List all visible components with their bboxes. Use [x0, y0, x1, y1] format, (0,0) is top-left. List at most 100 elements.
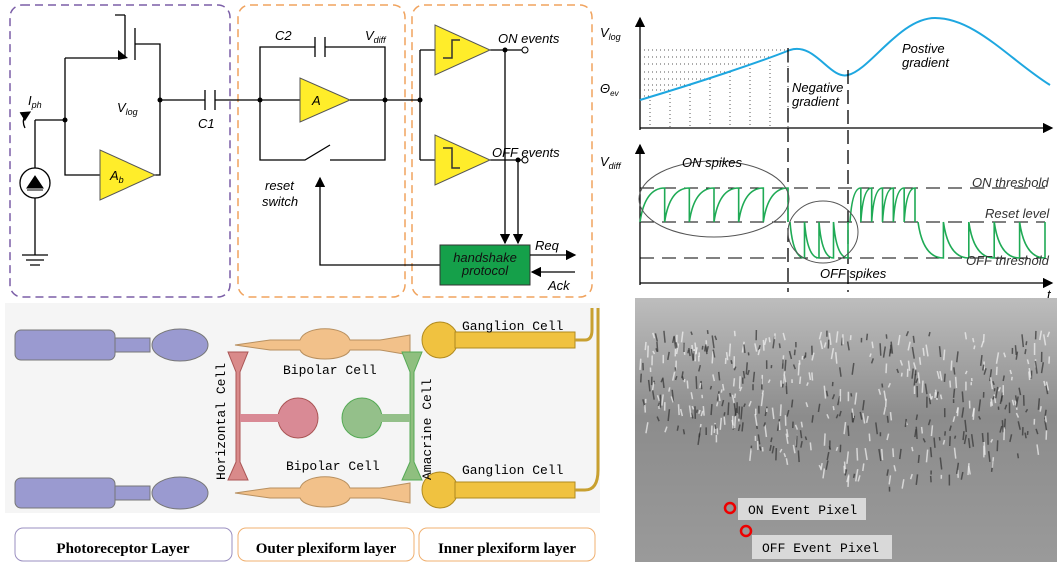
waveforms-label: OFF threshold — [966, 253, 1050, 268]
event-image-shape-shape — [882, 384, 883, 388]
event-image-shape-shape — [779, 343, 780, 348]
event-image-shape-shape — [982, 433, 983, 442]
event-image-shape-shape — [954, 389, 955, 398]
event-image-shape-shape — [780, 404, 781, 416]
event-image-shape-shape — [893, 448, 894, 457]
retina-shape-shape — [115, 486, 150, 500]
event-image-shape-shape — [857, 448, 858, 461]
event-image-shape-shape — [824, 433, 825, 445]
retina-label: Amacrine Cell — [420, 378, 435, 480]
event-image-shape-shape — [954, 367, 955, 374]
event-image-shape-shape — [929, 332, 930, 336]
event-image-shape-shape — [984, 442, 985, 455]
circuit-label-label: diff — [374, 35, 388, 45]
event-image-shape-shape — [712, 351, 713, 363]
circuit-shape — [435, 135, 490, 185]
event-image-shape-shape — [810, 442, 811, 450]
circuit-label-label: A — [109, 168, 119, 183]
waveforms-shape-shape — [640, 188, 788, 222]
event-image-shape-shape — [798, 450, 799, 462]
waveforms-label-label: log — [609, 32, 621, 42]
waveforms-label: OFF spikes — [820, 266, 887, 281]
event-image-shape-shape — [916, 414, 917, 419]
waveforms-label-label: Postive — [902, 41, 945, 56]
event-image-shape-shape — [720, 418, 721, 430]
event-image-shape-shape — [711, 426, 712, 436]
event-image-shape-shape — [993, 396, 994, 399]
event-image-shape-shape — [944, 374, 945, 382]
event-image-shape-shape — [1045, 416, 1046, 423]
event-image-shape-shape — [742, 422, 743, 431]
event-image-shape-shape — [682, 376, 683, 380]
circuit-shape — [435, 25, 490, 75]
event-image-shape-shape — [920, 357, 921, 365]
event-image-shape-shape — [735, 416, 736, 428]
event-image-label: OFF Event Pixel — [762, 541, 879, 556]
event-image-shape-shape — [922, 427, 923, 434]
circuit-label-label: b — [119, 175, 124, 185]
circuit-label: C1 — [198, 116, 215, 131]
event-image-shape-shape — [705, 346, 706, 351]
event-image-shape-shape — [880, 343, 881, 355]
event-image-shape-shape — [779, 421, 780, 430]
event-image-shape-shape — [679, 404, 680, 415]
circuit-label-label: reset — [265, 178, 295, 193]
event-image-shape-shape — [863, 463, 864, 471]
event-image-shape-shape — [962, 391, 963, 402]
circuit-label-label: switch — [262, 194, 298, 209]
event-image-shape-shape — [796, 435, 797, 447]
event-image-shape-shape — [950, 381, 951, 388]
retina-shape — [278, 398, 318, 438]
waveforms-label: ON spikes — [682, 155, 742, 170]
retina-label: Ganglion Cell — [462, 463, 564, 478]
retina-shape — [240, 414, 280, 422]
event-image-shape-shape — [887, 416, 888, 423]
event-image-shape-shape — [848, 426, 849, 436]
event-image-shape-shape — [1029, 371, 1030, 380]
event-image-shape-shape — [848, 476, 849, 487]
waveforms-shape — [640, 50, 788, 128]
event-image-shape-shape — [1003, 376, 1004, 381]
event-image-shape-shape — [973, 338, 974, 342]
circuit-shape — [418, 98, 423, 103]
event-image-shape-shape — [715, 424, 716, 429]
event-image-label: ON Event Pixel — [748, 503, 857, 518]
circuit-shape — [383, 98, 388, 103]
retina-label: Ganglion Cell — [462, 319, 564, 334]
waveforms-label: ON threshold — [972, 175, 1049, 190]
circuit-label-label: protocol — [461, 263, 509, 278]
waveforms-shape-shape — [850, 188, 915, 222]
event-image-shape-shape — [753, 372, 754, 382]
event-image-shape-shape — [657, 342, 658, 352]
event-image-shape-shape — [872, 342, 873, 349]
circuit-shape — [118, 50, 128, 60]
event-image-shape-shape — [697, 410, 698, 413]
event-image-shape-shape — [676, 342, 677, 348]
retina-label: Bipolar Cell — [286, 459, 380, 474]
waveforms-shape — [640, 18, 1050, 100]
event-image-shape-shape — [730, 393, 731, 397]
circuit-shape — [238, 5, 405, 297]
event-image-shape — [635, 298, 1057, 562]
event-image-shape-shape — [771, 438, 772, 443]
event-image-shape-shape — [734, 378, 735, 386]
event-image-shape-shape — [1002, 420, 1003, 432]
circuit-label-label: ph — [31, 100, 42, 110]
event-image-shape-shape — [746, 362, 747, 374]
event-image: ON Event Pixel OFF Event Pixel — [635, 298, 1057, 562]
waveforms-label: Θev — [600, 81, 620, 98]
circuit-shape — [65, 15, 160, 175]
event-image-shape-shape — [851, 393, 852, 396]
event-image-shape-shape — [724, 412, 725, 415]
event-image-shape-shape — [800, 377, 801, 384]
retina-shape — [342, 398, 382, 438]
event-image-shape-shape — [1026, 341, 1027, 345]
circuit: Iph Vlog C1 C2 Vdiff A Ab ON events OFF … — [10, 5, 592, 297]
event-image-shape-shape — [683, 429, 684, 434]
event-image-shape-shape — [719, 372, 720, 381]
event-image-shape-shape — [729, 344, 730, 357]
event-image-shape-shape — [711, 404, 712, 415]
circuit-label: A — [311, 93, 321, 108]
retina-label: Inner plexiform layer — [438, 541, 576, 557]
